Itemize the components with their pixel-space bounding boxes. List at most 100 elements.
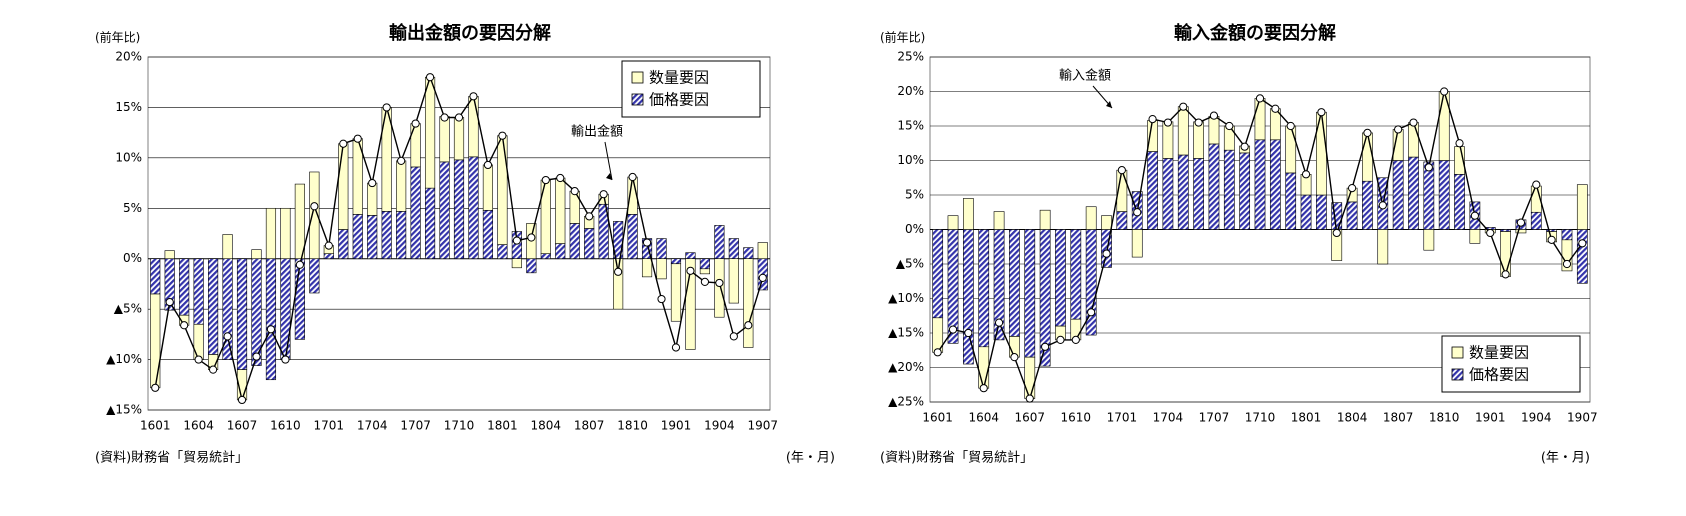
line-point: [1163, 118, 1173, 127]
bar: [1039, 209, 1051, 230]
line-point: [1117, 166, 1126, 175]
line-point: [339, 139, 348, 148]
bar: [164, 250, 175, 260]
line-point: [527, 233, 536, 242]
bar: [294, 183, 305, 260]
x-tick-label: 1801: [487, 419, 518, 433]
x-tick-label: 1701: [314, 419, 345, 433]
line-point: [295, 260, 304, 269]
y-tick-label: ▲10%: [888, 291, 924, 305]
legend-swatch: [1451, 368, 1464, 381]
line-point: [310, 202, 319, 211]
bar: [468, 96, 479, 158]
line-point: [1347, 184, 1357, 193]
line-point: [1133, 208, 1142, 217]
y-tick-label: 10%: [897, 153, 924, 167]
bar: [743, 247, 754, 260]
line-point: [324, 241, 333, 250]
line-point: [266, 325, 276, 334]
y-tick-label: ▲15%: [106, 403, 142, 417]
line-point: [281, 355, 290, 364]
y-tick-label: ▲5%: [114, 302, 142, 316]
x-tick-label: 1610: [270, 419, 301, 433]
bar: [338, 143, 349, 230]
bar: [468, 156, 479, 260]
line-point: [1578, 239, 1587, 248]
bar: [1254, 98, 1266, 141]
bar: [1362, 132, 1373, 182]
x-tick-label: 1704: [1153, 411, 1184, 425]
bar: [714, 258, 725, 318]
line-point: [237, 395, 247, 405]
bar: [453, 117, 465, 161]
line-point: [1056, 335, 1065, 344]
x-tick-label: 1807: [574, 419, 605, 433]
x-tick-label: 1907: [747, 419, 778, 433]
bar: [1561, 229, 1573, 241]
bar: [1024, 356, 1036, 399]
bar: [1500, 229, 1511, 232]
line-annotation: 輸入金額: [1059, 68, 1111, 84]
x-tick-label: 1904: [704, 419, 735, 433]
x-tick-label: 1607: [1014, 411, 1045, 425]
line-point: [469, 92, 478, 101]
annotation-arrow: [604, 141, 613, 181]
bar: [932, 229, 944, 319]
y-tick-label: ▲10%: [106, 352, 142, 366]
line-point: [1332, 228, 1341, 238]
bar: [613, 258, 624, 310]
x-tick-label: 1704: [357, 419, 388, 433]
y-tick-label: 0%: [123, 251, 142, 265]
bar: [728, 238, 739, 260]
line-point: [1455, 139, 1464, 148]
bar: [1300, 194, 1312, 230]
bar: [1316, 194, 1327, 230]
line-point: [1378, 201, 1387, 210]
line-point: [1179, 102, 1188, 111]
x-tick-label: 1710: [1245, 411, 1276, 425]
bar: [1070, 229, 1082, 320]
x-tick-label: 1904: [1521, 411, 1552, 425]
line-point: [223, 332, 232, 341]
bar: [1576, 229, 1588, 284]
line-point: [657, 294, 666, 304]
bar: [555, 177, 566, 244]
bar: [410, 123, 421, 168]
bar: [367, 182, 378, 216]
bar: [265, 258, 277, 381]
line-point: [1317, 108, 1326, 117]
line-point: [180, 321, 189, 330]
x-tick-label: 1607: [227, 419, 258, 433]
bar: [280, 207, 291, 260]
bar: [236, 258, 248, 370]
bar: [1362, 180, 1373, 230]
line-point: [642, 238, 652, 247]
bar: [453, 159, 465, 260]
y-tick-label: 20%: [115, 50, 142, 64]
legend-swatch: [631, 93, 644, 106]
bar: [1193, 158, 1204, 230]
bar: [1515, 229, 1527, 234]
bar: [947, 215, 959, 230]
bar: [1177, 154, 1189, 230]
line-point: [483, 160, 493, 170]
line-point: [1025, 394, 1034, 403]
bar: [497, 135, 508, 245]
bar: [699, 268, 710, 275]
x-tick-label: 1804: [1337, 411, 1368, 425]
bar: [670, 258, 682, 265]
x-tick-label: 1901: [1475, 411, 1506, 425]
x-tick-label: 1604: [968, 411, 999, 425]
bar: [1346, 201, 1358, 230]
y-tick-label: ▲15%: [888, 326, 924, 340]
line-point: [1225, 121, 1234, 131]
legend-box: [1441, 335, 1581, 393]
line-point: [671, 343, 681, 352]
bar: [569, 223, 580, 260]
bar: [150, 258, 161, 295]
bar: [1116, 211, 1128, 230]
bar: [482, 210, 494, 260]
bar: [424, 187, 436, 260]
bar: [1500, 231, 1511, 277]
